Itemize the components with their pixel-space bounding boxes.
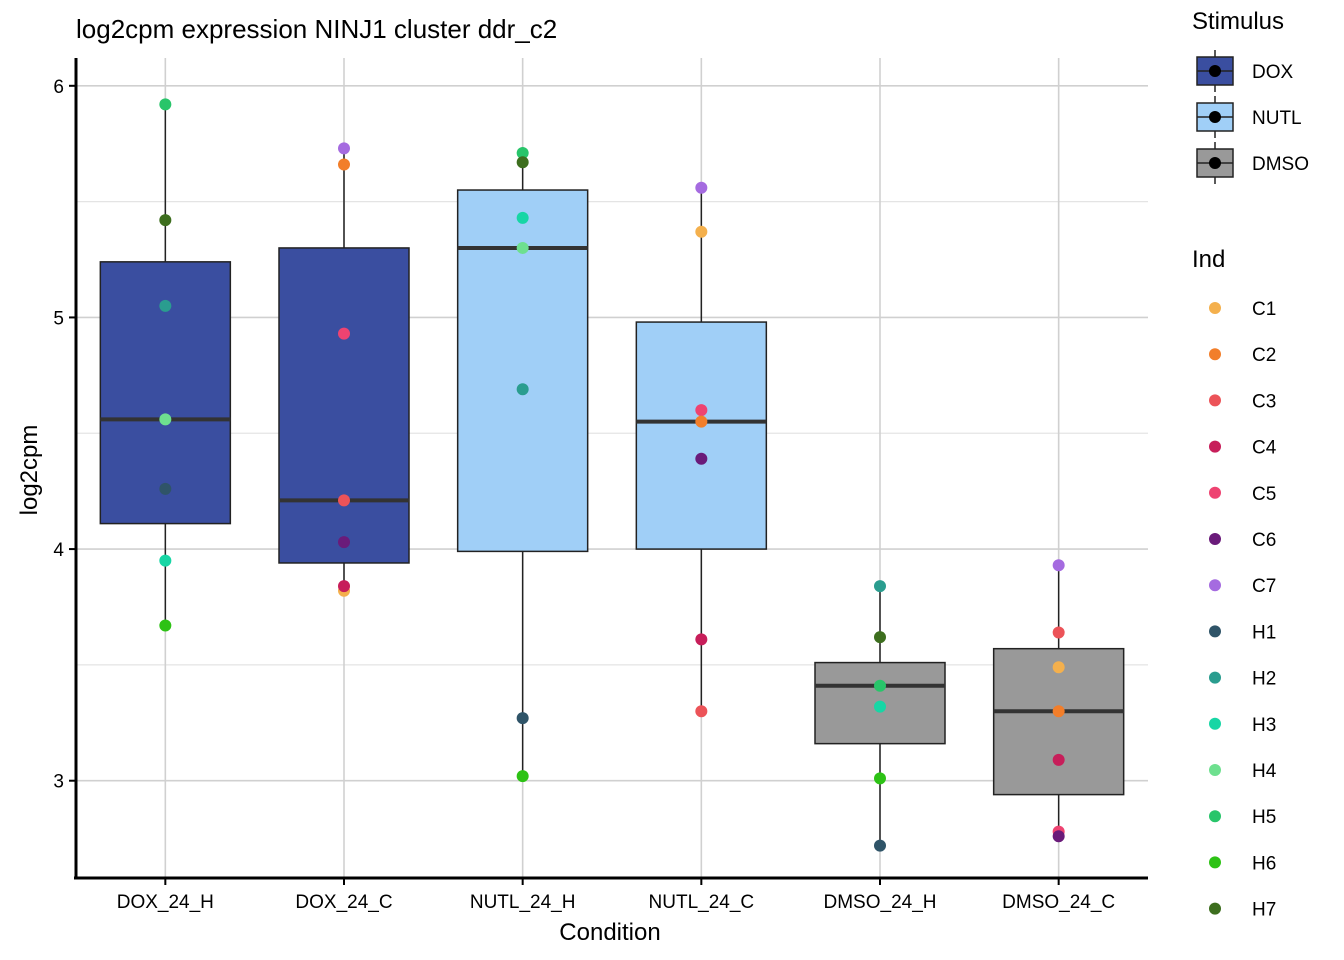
box <box>635 321 768 550</box>
data-point <box>159 98 172 111</box>
legend-ind-label: C4 <box>1252 438 1277 459</box>
data-point <box>516 383 529 396</box>
data-point <box>695 452 708 465</box>
data-point <box>874 839 886 852</box>
data-point <box>338 327 350 340</box>
data-point <box>159 413 172 426</box>
legend-ind-label: C3 <box>1252 391 1276 412</box>
legend-ind-key <box>1209 579 1221 592</box>
x-tick-label: NUTL_24_C <box>649 892 755 913</box>
legend-ind-key <box>1209 533 1221 545</box>
legend-ind-key <box>1209 856 1221 869</box>
data-point <box>695 705 708 718</box>
legend-ind-key <box>1209 671 1221 684</box>
legend-ind-key <box>1209 902 1221 915</box>
data-point <box>1052 753 1065 766</box>
data-point <box>1052 705 1065 718</box>
data-point <box>695 181 708 194</box>
data-point <box>695 633 708 646</box>
y-tick-label: 3 <box>53 772 64 793</box>
data-point <box>516 241 529 254</box>
grid <box>76 58 1148 878</box>
data-point <box>695 404 708 417</box>
legend-key-point <box>1209 111 1221 123</box>
data-point <box>159 482 172 495</box>
data-point <box>874 772 886 785</box>
legend-ind-label: H5 <box>1252 807 1276 828</box>
data-point <box>874 580 886 593</box>
data-point <box>338 142 350 155</box>
legend-ind-key <box>1209 625 1221 638</box>
legend-stimulus: Stimulus DOX NUTL DMSO <box>1192 8 1309 184</box>
legend-ind-key <box>1209 394 1221 407</box>
legend-ind-key <box>1209 302 1221 314</box>
legend-ind-label: C7 <box>1252 576 1276 597</box>
data-point <box>1052 830 1065 843</box>
legend-ind-key <box>1209 348 1221 361</box>
data-point <box>516 146 529 159</box>
data-point <box>338 580 350 593</box>
points <box>159 98 1065 852</box>
legend-ind-key <box>1209 810 1221 823</box>
legend-stimulus-label: DMSO <box>1252 154 1309 175</box>
legend-ind-label: C6 <box>1252 530 1276 551</box>
legend-ind-key <box>1209 440 1221 453</box>
data-point <box>516 712 529 725</box>
legend-ind: Ind C1 C2 C3 C4 C5 C6 C7 H1 H2 H3 H4 H5 H6 H7 <box>1192 246 1277 921</box>
data-point <box>1052 626 1065 639</box>
data-point <box>874 631 886 644</box>
data-point <box>159 554 172 567</box>
legend-ind-key <box>1209 486 1221 499</box>
y-axis-label: log2cpm <box>16 425 43 516</box>
data-point <box>338 494 350 507</box>
box <box>992 647 1125 796</box>
legend-ind-label: H6 <box>1252 853 1276 874</box>
legend-ind-label: C1 <box>1252 299 1276 320</box>
data-point <box>159 299 172 312</box>
legend-ind-title: Ind <box>1192 246 1225 273</box>
boxes <box>99 104 1125 846</box>
legend-ind-label: H7 <box>1252 900 1276 921</box>
axes: 3 4 5 6 DOX_24_H DOX_24_C NUTL_24_H NUTL_24_C DM… <box>53 58 1148 913</box>
data-point <box>159 619 172 632</box>
data-point <box>695 225 708 238</box>
data-point <box>1052 559 1065 572</box>
x-tick-label: DOX_24_C <box>295 892 392 913</box>
legend-key-point <box>1209 65 1221 77</box>
box <box>278 247 410 564</box>
legend-ind-label: H4 <box>1252 761 1277 782</box>
x-tick-label: DMSO_24_C <box>1002 892 1115 913</box>
legend-ind-key <box>1209 717 1221 730</box>
data-point <box>338 536 350 549</box>
chart-title: log2cpm expression NINJ1 cluster ddr_c2 <box>76 14 557 44</box>
data-point <box>1052 661 1065 674</box>
x-tick-label: DOX_24_H <box>117 892 214 913</box>
data-point <box>874 679 886 692</box>
data-point <box>159 214 172 227</box>
legend-ind-label: H3 <box>1252 715 1276 736</box>
x-tick-label: NUTL_24_H <box>470 892 576 913</box>
legend-key-point <box>1209 157 1221 169</box>
legend-stimulus-label: NUTL <box>1252 108 1302 129</box>
y-tick-label: 4 <box>53 540 64 561</box>
legend-ind-label: C5 <box>1252 484 1276 505</box>
y-tick-label: 5 <box>53 308 64 329</box>
data-point <box>874 700 886 713</box>
legend-ind-label: H1 <box>1252 622 1276 643</box>
legend-ind-label: C2 <box>1252 345 1276 366</box>
data-point <box>695 415 708 428</box>
data-point <box>516 770 529 783</box>
data-point <box>516 156 529 169</box>
y-tick-label: 6 <box>53 77 64 98</box>
legend-stimulus-label: DOX <box>1252 62 1294 83</box>
x-axis-label: Condition <box>559 919 660 946</box>
data-point <box>516 211 529 224</box>
data-point <box>338 158 350 171</box>
legend-ind-label: H2 <box>1252 669 1276 690</box>
x-tick-label: DMSO_24_H <box>824 892 937 913</box>
legend-ind-key <box>1209 764 1221 776</box>
legend-stimulus-title: Stimulus <box>1192 8 1284 35</box>
